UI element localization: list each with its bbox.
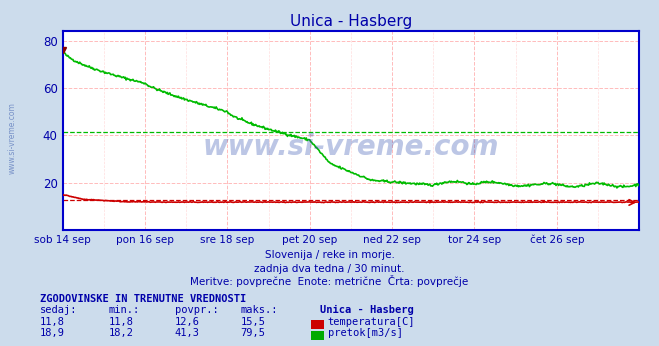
Text: temperatura[C]: temperatura[C] — [328, 317, 415, 327]
Title: Unica - Hasberg: Unica - Hasberg — [290, 13, 412, 29]
Text: 79,5: 79,5 — [241, 328, 266, 338]
Text: www.si-vreme.com: www.si-vreme.com — [203, 133, 499, 161]
Text: povpr.:: povpr.: — [175, 306, 218, 316]
Text: 11,8: 11,8 — [40, 317, 65, 327]
Text: 41,3: 41,3 — [175, 328, 200, 338]
Text: Meritve: povprečne  Enote: metrične  Črta: povprečje: Meritve: povprečne Enote: metrične Črta:… — [190, 275, 469, 288]
Text: 18,2: 18,2 — [109, 328, 134, 338]
Text: Slovenija / reke in morje.: Slovenija / reke in morje. — [264, 250, 395, 260]
Text: maks.:: maks.: — [241, 306, 278, 316]
Text: 11,8: 11,8 — [109, 317, 134, 327]
Text: min.:: min.: — [109, 306, 140, 316]
Text: 18,9: 18,9 — [40, 328, 65, 338]
Text: ZGODOVINSKE IN TRENUTNE VREDNOSTI: ZGODOVINSKE IN TRENUTNE VREDNOSTI — [40, 294, 246, 304]
Text: 12,6: 12,6 — [175, 317, 200, 327]
Text: pretok[m3/s]: pretok[m3/s] — [328, 328, 403, 338]
Text: 15,5: 15,5 — [241, 317, 266, 327]
Text: www.si-vreme.com: www.si-vreme.com — [8, 102, 17, 174]
Text: zadnja dva tedna / 30 minut.: zadnja dva tedna / 30 minut. — [254, 264, 405, 274]
Text: sedaj:: sedaj: — [40, 306, 77, 316]
Text: Unica - Hasberg: Unica - Hasberg — [320, 306, 413, 316]
